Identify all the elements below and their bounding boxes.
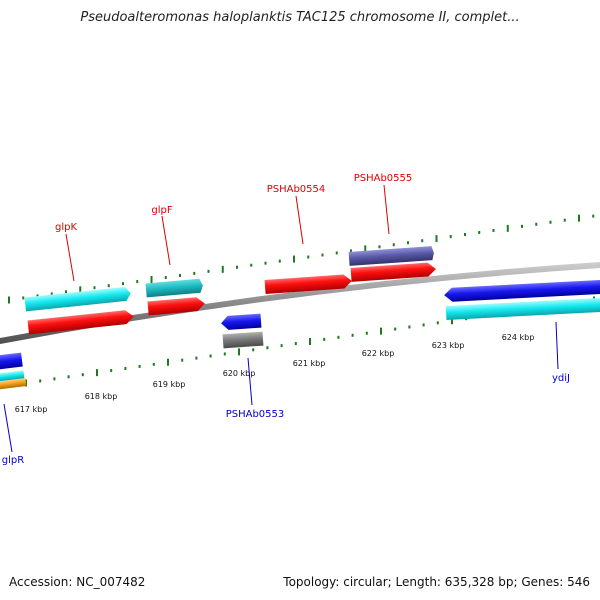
scale-label: 619 kbp [153, 380, 186, 389]
gene-label-ydiJ: ydiJ [552, 373, 570, 384]
gene-glpR-cyan[interactable] [0, 370, 25, 382]
gene-PSHAb0554[interactable] [264, 274, 353, 294]
genome-summary-text: Topology: circular; Length: 635,328 bp; … [283, 575, 590, 589]
gene-PSHAb0555-outer[interactable] [348, 246, 435, 266]
scale-label: 618 kbp [85, 392, 118, 401]
callout-line-ydiJ [555, 321, 559, 370]
gene-PSHAb0553[interactable] [221, 313, 262, 331]
gene-label-PSHAb0555: PSHAb0555 [354, 173, 413, 184]
scale-label: 617 kbp [15, 405, 48, 414]
scale-labels: 617 kbp 618 kbp 619 kbp 620 kbp 621 kbp 622 k… [15, 333, 535, 414]
gene-label-glpK: glpK [55, 222, 77, 233]
callout-line-PSHAb0553 [247, 357, 253, 406]
gene-PSHAb0553-lower[interactable] [222, 331, 264, 349]
gene-glpR[interactable] [0, 352, 23, 370]
callout-line-PSHAb0554 [295, 195, 304, 245]
callout-line-glpK [65, 233, 75, 282]
genome-backbone [0, 262, 600, 344]
gene-glpF-outer[interactable] [145, 278, 203, 298]
scale-label: 622 kbp [362, 349, 395, 358]
gene-label-PSHAb0554: PSHAb0554 [267, 184, 326, 195]
scale-label: 620 kbp [223, 369, 256, 378]
gene-glpK-outer[interactable] [24, 286, 132, 312]
scale-label: 624 kbp [502, 333, 535, 342]
gene-label-PSHAb0553: PSHAb0553 [226, 409, 285, 420]
scale-label: 623 kbp [432, 341, 465, 350]
callout-line-glpF [161, 215, 171, 266]
gene-ydiJ[interactable] [444, 279, 600, 302]
gene-glpR-orange[interactable] [0, 378, 27, 390]
gene-label-glpF: glpF [151, 205, 172, 216]
callout-line-PSHAb0555 [383, 184, 390, 235]
scale-label: 621 kbp [293, 359, 326, 368]
gene-glpK[interactable] [27, 309, 135, 335]
gene-PSHAb0555[interactable] [350, 262, 437, 282]
forward-tick-row [8, 214, 595, 304]
callout-line-glpR [3, 403, 13, 453]
accession-text: Accession: NC_007482 [9, 575, 146, 589]
map-title: Pseudoalteromonas haloplanktis TAC125 ch… [80, 10, 520, 25]
gene-label-glpR: glpR [2, 455, 24, 466]
gene-ydiJ-cyan[interactable] [445, 297, 600, 321]
gene-glpF[interactable] [147, 296, 205, 316]
